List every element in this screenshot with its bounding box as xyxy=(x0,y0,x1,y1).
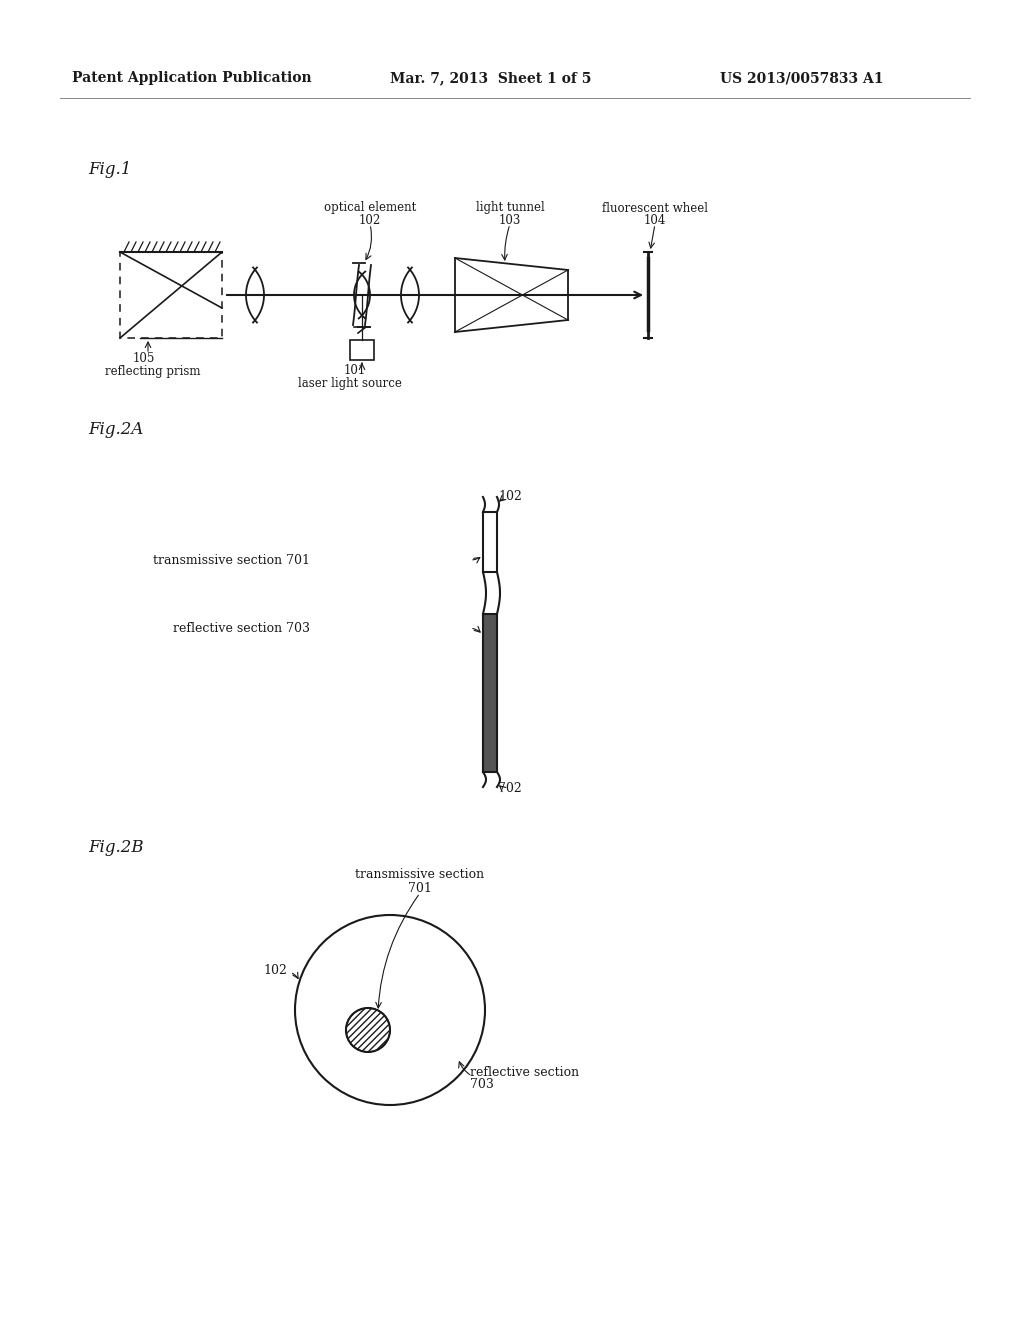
Text: 102: 102 xyxy=(358,214,381,227)
Circle shape xyxy=(346,1008,390,1052)
Text: transmissive section: transmissive section xyxy=(355,869,484,882)
Text: Fig.1: Fig.1 xyxy=(88,161,131,178)
Bar xyxy=(483,512,497,572)
Text: fluorescent wheel: fluorescent wheel xyxy=(602,202,708,214)
Text: reflecting prism: reflecting prism xyxy=(105,364,201,378)
Text: 703: 703 xyxy=(470,1078,494,1092)
Text: 101: 101 xyxy=(344,363,367,376)
Text: laser light source: laser light source xyxy=(298,376,402,389)
Bar xyxy=(350,341,374,360)
Bar xyxy=(483,614,497,772)
Text: 102: 102 xyxy=(498,491,522,503)
Text: US 2013/0057833 A1: US 2013/0057833 A1 xyxy=(720,71,884,84)
Text: reflective section 703: reflective section 703 xyxy=(173,622,310,635)
Text: light tunnel: light tunnel xyxy=(475,202,545,214)
Text: transmissive section 701: transmissive section 701 xyxy=(153,553,310,566)
Text: optical element: optical element xyxy=(324,202,416,214)
Text: Patent Application Publication: Patent Application Publication xyxy=(72,71,311,84)
Text: reflective section: reflective section xyxy=(470,1065,580,1078)
Text: Fig.2B: Fig.2B xyxy=(88,840,143,857)
Text: 103: 103 xyxy=(499,214,521,227)
Text: 104: 104 xyxy=(644,214,667,227)
Text: Fig.2A: Fig.2A xyxy=(88,421,143,438)
Text: 105: 105 xyxy=(133,351,156,364)
Text: 701: 701 xyxy=(408,883,432,895)
Text: 702: 702 xyxy=(498,783,522,796)
Text: 102: 102 xyxy=(263,964,287,977)
Text: Mar. 7, 2013  Sheet 1 of 5: Mar. 7, 2013 Sheet 1 of 5 xyxy=(390,71,592,84)
